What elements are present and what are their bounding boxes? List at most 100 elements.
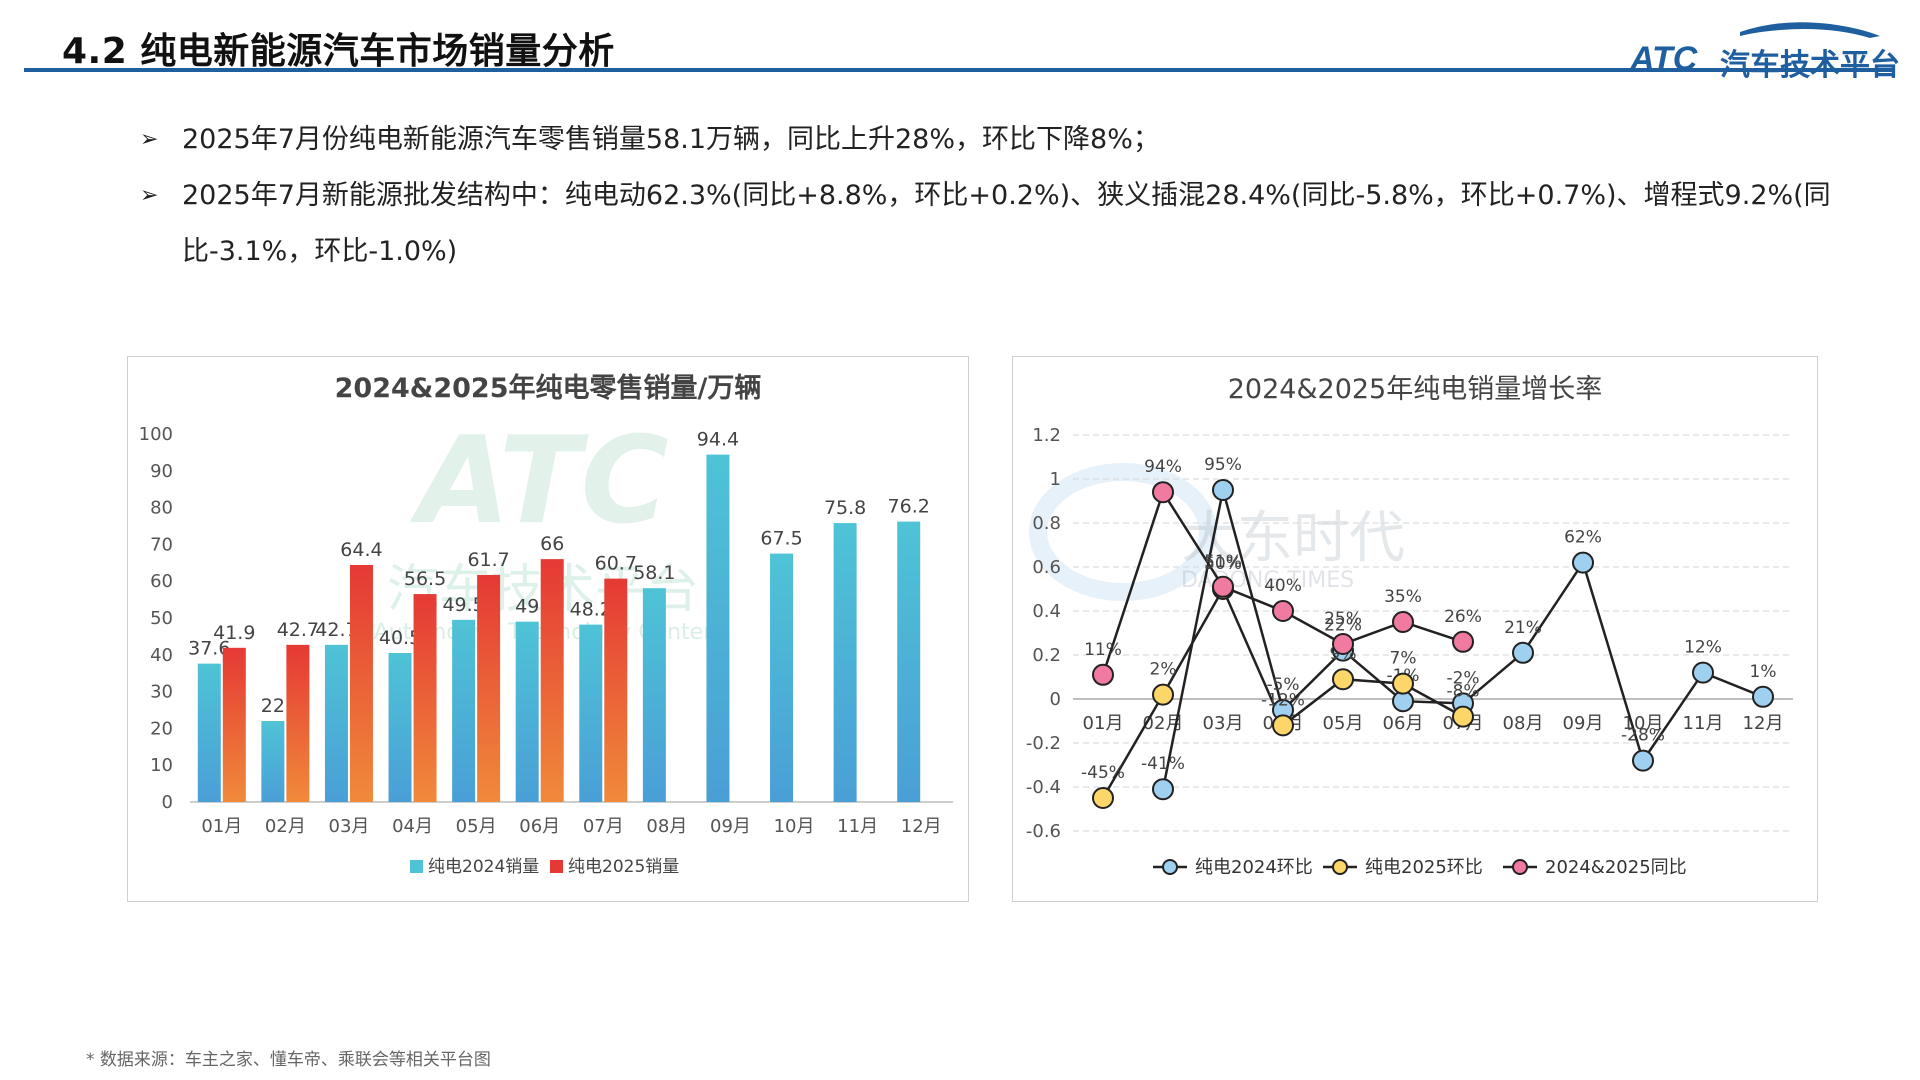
series-mom-2025-label: -45% <box>1081 763 1125 783</box>
y-tick-label: 50 <box>150 608 173 629</box>
bar-2024 <box>197 663 221 802</box>
y-tick-label: 0 <box>1050 689 1061 710</box>
legend-label: 纯电2024环比 <box>1195 857 1313 878</box>
bar-2024 <box>452 619 476 802</box>
bar-chart: 2024&2025年纯电零售销量/万辆ATC汽车技术平台Automotive T… <box>139 372 953 877</box>
x-tick-label: 09月 <box>1563 713 1604 734</box>
bullet-text: 2025年7月新能源批发结构中：纯电动62.3%(同比+8.8%，环比+0.2%… <box>182 180 1831 267</box>
series-yoy-point <box>1152 481 1174 504</box>
series-yoy-label: 35% <box>1384 587 1422 607</box>
data-label-2024: 48.2 <box>570 599 612 621</box>
x-tick-label: 06月 <box>1383 713 1424 734</box>
x-tick-label: 09月 <box>710 816 751 837</box>
legend-marker <box>1512 859 1528 875</box>
watermark-sub: DADONG TIMES <box>1181 568 1354 593</box>
bar-2024 <box>515 621 539 802</box>
series-mom-2025-point <box>1452 705 1474 728</box>
y-tick-label: 1 <box>1050 469 1061 490</box>
x-tick-label: 02月 <box>265 816 306 837</box>
y-tick-label: 0.2 <box>1032 645 1061 666</box>
data-source-note: * 数据来源：车主之家、懂车帝、乘联会等相关平台图 <box>86 1050 491 1070</box>
y-tick-label: 70 <box>150 534 173 555</box>
x-tick-label: 07月 <box>583 816 624 837</box>
series-mom-2025-point <box>1092 787 1114 809</box>
page-title: 4.2 纯电新能源汽车市场销量分析 <box>62 31 615 72</box>
series-mom-2025-point <box>1152 683 1174 706</box>
atc-logo-icon: ATC <box>1630 22 1880 78</box>
y-tick-label: 0.6 <box>1032 557 1061 578</box>
bar-2024 <box>770 553 794 802</box>
series-yoy-point <box>1212 575 1234 598</box>
chart-title: 2024&2025年纯电零售销量/万辆 <box>335 372 762 404</box>
series-yoy-label: 11% <box>1084 640 1122 660</box>
bar-2024 <box>388 652 412 802</box>
bar-2024 <box>833 523 857 802</box>
series-mom-2025-label: 7% <box>1390 649 1417 669</box>
data-label-2024: 76.2 <box>888 496 930 518</box>
header-rule <box>24 68 1894 72</box>
y-tick-label: 40 <box>150 645 173 666</box>
data-label-2024: 37.6 <box>188 638 230 660</box>
x-tick-label: 03月 <box>1203 713 1244 734</box>
bar-2025 <box>413 594 437 802</box>
x-tick-label: 05月 <box>456 816 497 837</box>
bar-2024 <box>897 521 921 802</box>
series-yoy-label: 40% <box>1264 576 1302 596</box>
x-tick-label: 06月 <box>519 816 560 837</box>
bar-2025 <box>540 559 564 802</box>
bullet-item: ➢ 2025年7月新能源批发结构中：纯电动62.3%(同比+8.8%，环比+0.… <box>140 168 1860 280</box>
bar-2024 <box>324 644 348 802</box>
y-tick-label: 100 <box>139 424 173 445</box>
y-tick-label: 10 <box>150 755 173 776</box>
y-tick-label: 90 <box>150 461 173 482</box>
legend-label: 2024&2025同比 <box>1545 857 1687 878</box>
series-mom-2024-label: -5% <box>1266 675 1299 695</box>
series-yoy-label: 94% <box>1144 457 1182 477</box>
bar-2025 <box>477 574 501 802</box>
series-mom-2025-label: 50% <box>1204 554 1242 574</box>
data-label-2024: 40.5 <box>379 627 421 649</box>
series-yoy-label: 26% <box>1444 607 1482 627</box>
arrow-bullet-icon: ➢ <box>140 183 159 208</box>
bullet-text: 2025年7月份纯电新能源汽车零售销量58.1万辆，同比上升28%，环比下降8%… <box>182 124 1160 155</box>
series-mom-2024-point <box>1692 661 1714 684</box>
series-mom-2024-label: 1% <box>1750 662 1777 682</box>
x-tick-label: 08月 <box>646 816 687 837</box>
data-label-2025: 60.7 <box>595 553 637 575</box>
y-tick-label: 0.8 <box>1032 513 1061 534</box>
data-label-2024: 22 <box>261 695 285 717</box>
legend-swatch-2025 <box>550 860 563 873</box>
logo-abbr: ATC <box>1630 40 1698 78</box>
series-yoy-label: 25% <box>1324 609 1362 629</box>
series-mom-2024-label: 21% <box>1504 618 1542 638</box>
y-tick-label: 0 <box>162 792 173 813</box>
legend-marker <box>1162 859 1178 875</box>
y-tick-label: -0.4 <box>1026 777 1061 798</box>
x-tick-label: 11月 <box>1683 713 1724 734</box>
bar-2024 <box>642 588 666 802</box>
y-tick-label: 80 <box>150 498 173 519</box>
data-label-2025: 56.5 <box>404 568 446 590</box>
y-tick-label: 30 <box>150 682 173 703</box>
series-mom-2025-point <box>1392 672 1414 695</box>
series-mom-2025-point <box>1272 714 1294 737</box>
legend-label-2024: 纯电2024销量 <box>428 857 539 877</box>
x-tick-label: 04月 <box>392 816 433 837</box>
y-tick-label: 0.4 <box>1032 601 1061 622</box>
series-mom-2024-point <box>1572 551 1594 574</box>
data-label-2025: 41.9 <box>213 622 255 644</box>
series-mom-2024-label: 62% <box>1564 528 1602 548</box>
data-label-2025: 66 <box>540 533 564 555</box>
x-tick-label: 11月 <box>837 816 878 837</box>
x-tick-label: 05月 <box>1323 713 1364 734</box>
line-chart-panel: 2024&2025年纯电销量增长率 大东时代 DADONG TIMES -0.6 -0.… <box>1012 356 1818 902</box>
data-label-2024: 42.7 <box>315 619 357 641</box>
chart-title: 2024&2025年纯电销量增长率 <box>1228 374 1602 405</box>
series-mom-2024-label: -2% <box>1446 668 1479 688</box>
legend-label: 纯电2025环比 <box>1365 857 1483 878</box>
series-yoy-point <box>1332 633 1354 655</box>
series-mom-2024-point <box>1632 749 1654 772</box>
x-tick-label: 08月 <box>1503 713 1544 734</box>
series-yoy-point <box>1272 600 1294 622</box>
